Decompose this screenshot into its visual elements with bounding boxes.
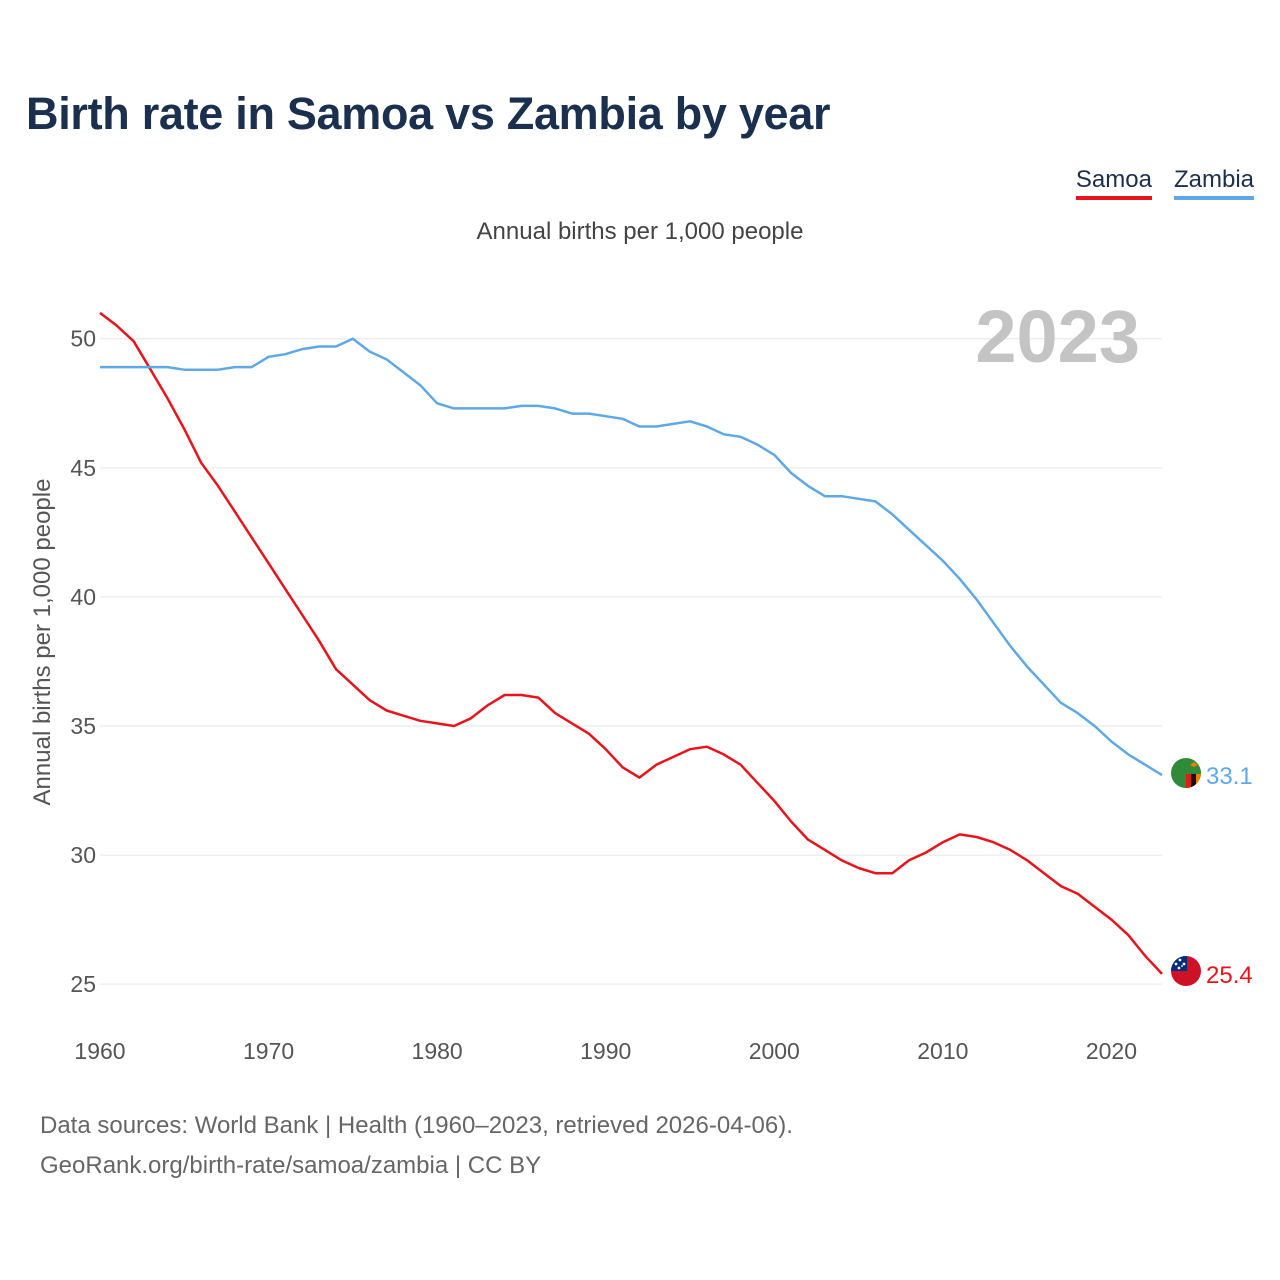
chart-title: Birth rate in Samoa vs Zambia by year (26, 88, 831, 139)
x-tick-label: 2020 (1086, 1038, 1137, 1064)
y-axis-title: Annual births per 1,000 people (29, 479, 56, 806)
legend-item-zambia[interactable]: Zambia (1173, 166, 1254, 200)
source-note: Data sources: World Bank | Health (1960–… (40, 1106, 793, 1186)
y-tick-label: 50 (70, 326, 96, 352)
zambia-flag-icon (1171, 758, 1201, 788)
x-tick-label: 1990 (580, 1038, 631, 1064)
end-value-label-samoa: 25.4 (1206, 962, 1253, 989)
series-line-zambia[interactable] (100, 337, 1163, 777)
end-value-label-zambia: 33.1 (1206, 763, 1253, 790)
y-tick-label: 25 (70, 971, 96, 997)
samoa-flag-icon (1171, 956, 1201, 986)
y-tick-label: 35 (70, 713, 96, 739)
x-tick-label: 2010 (917, 1038, 968, 1064)
y-tick-label: 45 (70, 455, 96, 481)
legend: Samoa Zambia (1075, 166, 1254, 200)
x-tick-label: 1980 (412, 1038, 463, 1064)
source-line-1: Data sources: World Bank | Health (1960–… (40, 1112, 793, 1139)
chart-subtitle: Annual births per 1,000 people (476, 218, 804, 245)
series-line-samoa[interactable] (99, 311, 1163, 975)
year-watermark: 2023 (975, 295, 1140, 378)
x-tick-label: 1970 (243, 1038, 294, 1064)
y-tick-label: 30 (70, 842, 96, 868)
x-tick-label: 2000 (749, 1038, 800, 1064)
x-tick-label: 1960 (74, 1038, 125, 1064)
source-line-2[interactable]: GeoRank.org/birth-rate/samoa/zambia | CC… (40, 1152, 542, 1179)
legend-item-samoa[interactable]: Samoa (1075, 166, 1152, 200)
y-tick-label: 40 (70, 584, 96, 610)
